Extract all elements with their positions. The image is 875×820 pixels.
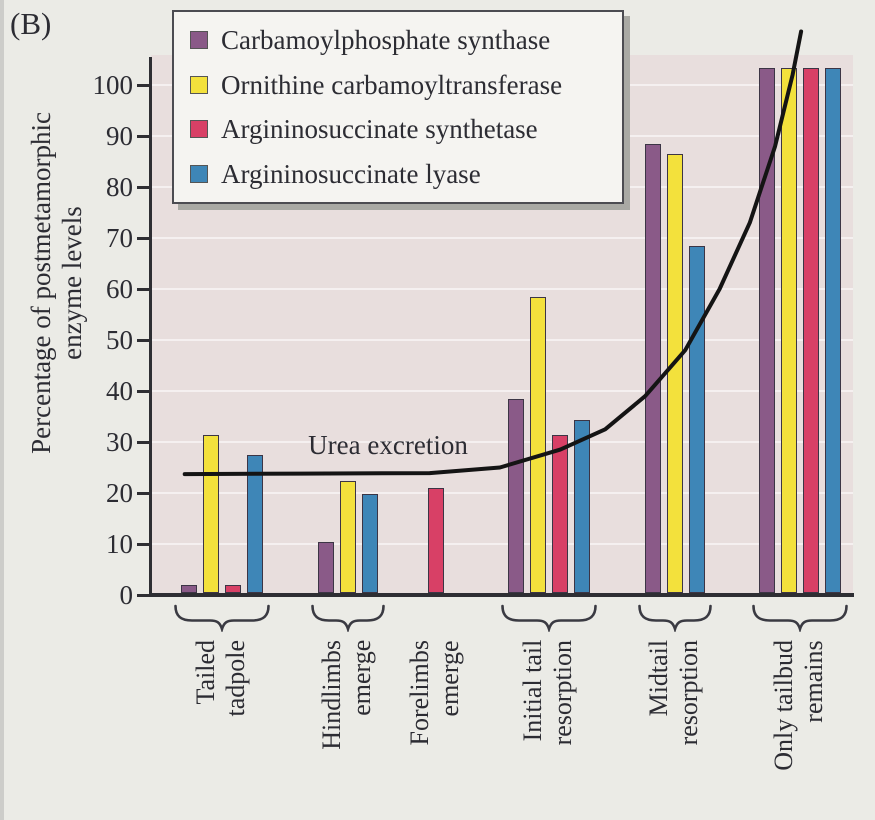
legend-label: Argininosuccinate lyase (221, 158, 481, 189)
legend-label: Argininosuccinate synthetase (221, 114, 538, 145)
y-tick-mark (137, 339, 150, 342)
bar (225, 585, 241, 593)
gridline (151, 288, 853, 290)
y-tick-label: 60 (106, 274, 133, 304)
legend-swatch-icon (190, 75, 208, 94)
y-tick-mark (137, 84, 150, 87)
gridline (151, 492, 853, 494)
bar (362, 494, 378, 593)
urea-excretion-label: Urea excretion (308, 430, 468, 460)
y-tick-mark (137, 594, 150, 597)
legend-row: Ornithine carbamoyltransferase (190, 71, 622, 99)
y-tick-mark (137, 543, 150, 546)
legend-swatch-icon (190, 164, 208, 183)
y-tick-label: 80 (106, 172, 133, 202)
brace-path (752, 604, 848, 632)
brace-icon (752, 604, 848, 632)
legend-box: Carbamoylphosphate synthase Ornithine car… (172, 10, 624, 204)
brace-path (174, 604, 270, 632)
y-tick-mark (137, 237, 150, 240)
bar (781, 68, 797, 593)
y-tick-label: 10 (106, 529, 133, 559)
y-axis-title: Percentage of postmetamorphic enzyme lev… (26, 112, 87, 454)
brace-icon (638, 604, 712, 632)
brace-icon (311, 604, 385, 632)
y-tick-mark (137, 441, 150, 444)
gridline (151, 390, 853, 392)
category-label: Tailed tadpole (191, 640, 250, 717)
brace-path (311, 604, 385, 632)
bar (689, 246, 705, 593)
y-tick-label: 0 (119, 580, 134, 610)
bar-group (759, 68, 841, 593)
legend-row: Carbamoylphosphate synthase (190, 26, 622, 54)
category-label: Midtail resorption (644, 640, 703, 746)
bar-group (181, 435, 263, 593)
y-tick-label: 100 (92, 70, 134, 100)
bar (574, 420, 590, 593)
y-tick-label: 40 (106, 376, 133, 406)
brace-icon (174, 604, 270, 632)
scan-edge-artifact (0, 0, 4, 820)
bar (181, 585, 197, 593)
y-tick-label: 90 (106, 121, 133, 151)
y-tick-mark (137, 390, 150, 393)
bar (759, 68, 775, 593)
x-axis-line (149, 593, 854, 597)
y-tick-label: 70 (106, 223, 133, 253)
bar (667, 154, 683, 593)
bar (825, 68, 841, 593)
panel-label: (B) (10, 6, 52, 41)
legend-swatch-icon (190, 120, 208, 139)
legend-label: Ornithine carbamoyltransferase (221, 69, 563, 100)
y-tick-mark (137, 135, 150, 138)
bar (508, 399, 524, 593)
bar-group (508, 297, 590, 593)
bar (428, 488, 444, 593)
bar (552, 435, 568, 593)
bar (318, 542, 334, 593)
category-label: Forelimbs emerge (405, 640, 464, 746)
gridline (151, 339, 853, 341)
brace-path (638, 604, 712, 632)
brace-path (501, 604, 597, 632)
y-tick-label: 30 (106, 427, 133, 457)
bar-group (318, 481, 378, 593)
category-label: Only tailbud remains (769, 640, 828, 771)
legend-swatch-icon (190, 31, 208, 50)
legend-row: Argininosuccinate synthetase (190, 115, 622, 143)
bar-group (645, 144, 705, 593)
legend-items: Carbamoylphosphate synthase Ornithine car… (190, 18, 622, 196)
y-tick-label: 50 (106, 325, 133, 355)
bar (340, 481, 356, 593)
y-tick-mark (137, 288, 150, 291)
bar (203, 435, 219, 593)
bar (247, 455, 263, 593)
bar-group (428, 488, 444, 593)
gridline (151, 543, 853, 545)
legend-label: Carbamoylphosphate synthase (221, 25, 551, 56)
gridline (151, 237, 853, 239)
bar (645, 144, 661, 593)
category-label: Initial tail resorption (518, 640, 577, 746)
y-tick-label: 20 (106, 478, 133, 508)
bar (803, 68, 819, 593)
category-label: Hindlimbs emerge (317, 640, 376, 750)
legend-row: Argininosuccinate lyase (190, 160, 622, 188)
y-tick-mark (137, 492, 150, 495)
y-tick-mark (137, 186, 150, 189)
bar (530, 297, 546, 593)
y-axis-line (149, 57, 152, 597)
brace-icon (501, 604, 597, 632)
